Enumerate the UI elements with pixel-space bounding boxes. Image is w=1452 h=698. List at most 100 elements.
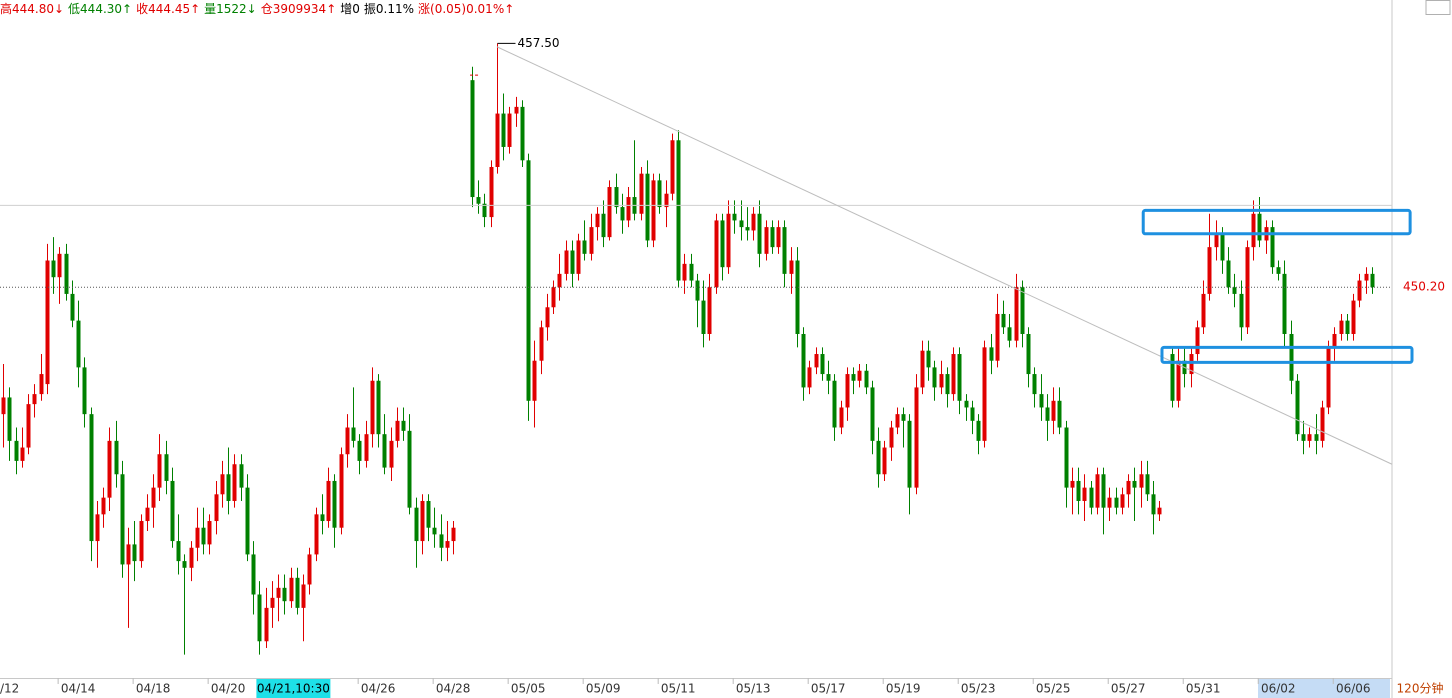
candle-body	[951, 354, 956, 395]
candle-body	[789, 260, 794, 274]
candle-body	[107, 440, 112, 498]
candle-body	[795, 260, 800, 334]
candle-body	[320, 514, 325, 522]
candle-body	[889, 427, 894, 448]
candle-body	[414, 507, 419, 542]
candle-body	[839, 407, 844, 428]
candle-body	[207, 521, 212, 545]
candle-body	[420, 500, 425, 542]
candle-body	[270, 597, 275, 608]
candle-body	[1176, 360, 1181, 401]
candle-body	[7, 397, 12, 441]
candle-body	[132, 544, 137, 562]
candle-body	[782, 227, 787, 274]
candle-body	[145, 507, 150, 522]
plot-area	[1, 43, 1375, 655]
period-label: 120分钟	[1397, 681, 1444, 696]
candle-body	[532, 360, 537, 401]
candle-body	[1157, 507, 1162, 515]
candle-body	[1276, 267, 1281, 274]
candle-body	[551, 287, 556, 308]
candle-body	[1232, 287, 1237, 294]
header-item: 量1522↓	[204, 2, 257, 16]
candle-body	[307, 554, 312, 585]
candle-body	[89, 414, 94, 542]
candle-body	[851, 374, 856, 381]
candle-body	[70, 293, 75, 321]
candle-body	[1282, 273, 1287, 334]
candle-body	[1120, 494, 1125, 508]
candle-body	[870, 387, 875, 441]
candle-body	[907, 420, 912, 488]
corner-button[interactable]	[1425, 0, 1451, 15]
candle-body	[245, 487, 250, 555]
candle-body	[126, 544, 131, 565]
candle-body	[164, 454, 169, 481]
candle-body	[989, 347, 994, 361]
candle-body	[745, 227, 750, 231]
candle-body	[801, 333, 806, 388]
candle-body	[382, 434, 387, 468]
candle-body	[1326, 347, 1331, 408]
trendline	[496, 46, 1393, 465]
candle-body	[482, 203, 487, 218]
candle-body	[1132, 480, 1137, 488]
candle-body	[601, 213, 606, 238]
candle-body	[701, 300, 706, 334]
candle-body	[1026, 333, 1031, 375]
candle-body	[945, 374, 950, 395]
candle-body	[39, 374, 44, 395]
candle-body	[676, 140, 681, 281]
candle-body	[489, 166, 494, 218]
candle-body	[607, 187, 612, 238]
candle-body	[1289, 333, 1294, 381]
candle-body	[582, 240, 587, 254]
candle-body	[51, 260, 56, 278]
candle-body	[1082, 487, 1087, 501]
last-price-label: 450.20	[1403, 280, 1445, 294]
header-item: 高444.80↓	[0, 1, 64, 16]
x-tick-label: 04/14	[61, 682, 96, 696]
candle-body	[451, 527, 456, 542]
candle-body	[1064, 427, 1069, 488]
candle-body	[476, 197, 481, 204]
candle-body	[1189, 354, 1194, 375]
candle-body	[1101, 474, 1106, 508]
x-tick-label: 05/13	[736, 682, 771, 696]
candle-body	[682, 263, 687, 281]
candle-body	[576, 240, 581, 274]
candle-body	[201, 527, 206, 545]
candle-body	[614, 187, 619, 208]
candle-body	[395, 420, 400, 441]
candle-body	[1126, 480, 1131, 495]
candle-body	[226, 474, 231, 501]
header-item: 增0	[340, 2, 360, 16]
candle-body	[770, 227, 775, 248]
candle-body	[689, 263, 694, 281]
x-tick-label: 05/27	[1111, 682, 1146, 696]
candle-body	[1370, 273, 1375, 288]
candle-body	[876, 440, 881, 475]
candle-body	[326, 480, 331, 522]
candle-body	[151, 487, 156, 508]
candle-body	[101, 497, 106, 515]
candle-body	[1, 397, 6, 415]
candle-body	[957, 354, 962, 401]
candle-body	[76, 320, 81, 368]
candle-body	[932, 367, 937, 388]
candle-body	[345, 427, 350, 455]
candle-body	[1239, 293, 1244, 328]
candle-body	[982, 347, 987, 441]
candle-body	[439, 534, 444, 548]
candle-body	[1089, 487, 1094, 508]
candle-body	[557, 273, 562, 288]
candle-body	[1107, 497, 1112, 508]
candle-body	[545, 307, 550, 328]
header-item: 涨(0.05)0.01%↑	[418, 1, 514, 16]
candle-body	[64, 253, 69, 294]
candle-body	[832, 380, 837, 428]
candle-body	[264, 607, 269, 642]
candle-body	[595, 213, 600, 228]
candle-body	[570, 250, 575, 274]
